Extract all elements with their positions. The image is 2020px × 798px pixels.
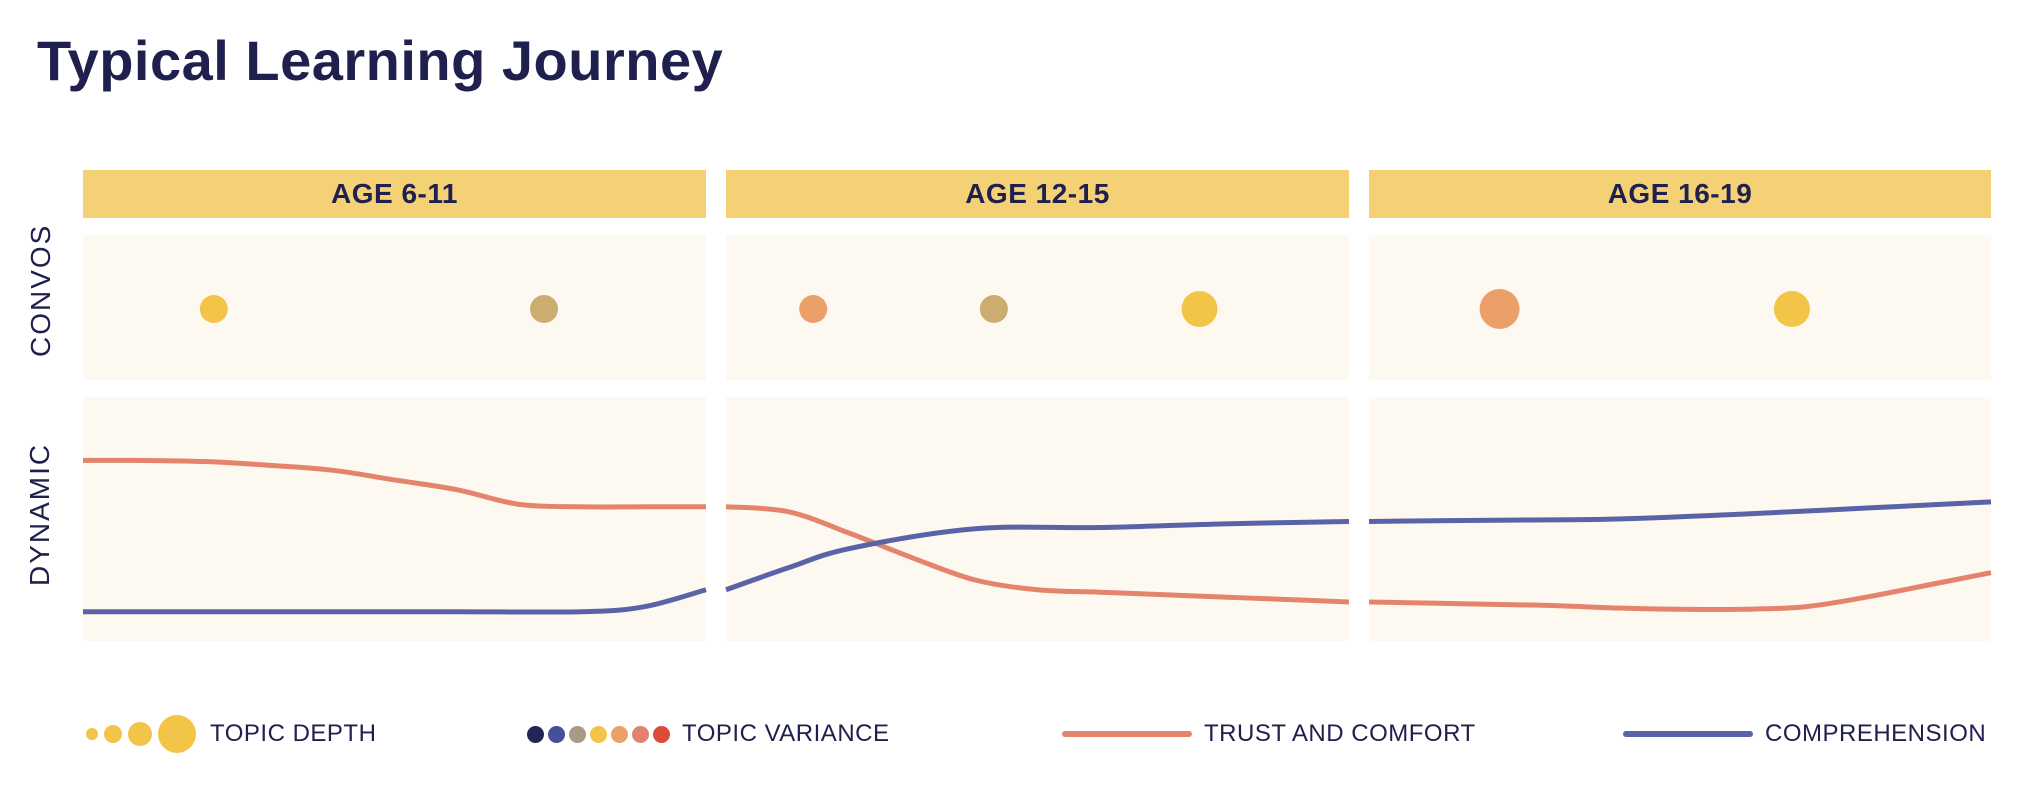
legend-trust: TRUST AND COMFORT [1062, 710, 1476, 758]
trust-line-stage-2 [725, 504, 1350, 605]
topic-variance-dot-4 [590, 725, 607, 743]
legend-topic-depth: TOPIC DEPTH [86, 710, 376, 758]
trust-line-stage-3 [1368, 570, 1992, 613]
topic-variance-dot-1 [527, 725, 544, 743]
legend-comprehension-label: COMPREHENSION [1765, 720, 1987, 747]
topic-variance-dot-7 [653, 725, 670, 743]
legend-topic-depth-label: TOPIC DEPTH [210, 720, 377, 747]
comprehension-line-icon [1623, 731, 1753, 737]
convos-panel-2 [726, 235, 1349, 380]
convo-dot-1 [199, 295, 228, 323]
comprehension-line-stage-1 [83, 587, 707, 615]
legend: TOPIC DEPTH TOPIC VARIANCE TRUST AND COM… [0, 710, 2020, 758]
convo-dot-5 [1181, 291, 1218, 327]
topic-variance-dots-icon [527, 725, 670, 743]
legend-topic-variance-label: TOPIC VARIANCE [682, 720, 890, 747]
topic-depth-dot-1 [86, 728, 98, 740]
legend-trust-label: TRUST AND COMFORT [1204, 720, 1476, 747]
topic-variance-dot-6 [632, 725, 649, 743]
topic-depth-dots-icon [86, 715, 196, 753]
stage-header-1: AGE 6-11 [83, 170, 706, 218]
convo-dot-7 [1773, 291, 1810, 327]
topic-depth-dot-3 [128, 722, 152, 746]
convo-dot-4 [979, 295, 1008, 323]
topic-depth-dot-2 [104, 725, 122, 743]
topic-variance-dot-2 [548, 725, 565, 743]
convo-dot-6 [1479, 289, 1520, 329]
comprehension-line-stage-2 [725, 518, 1350, 593]
convo-dot-2 [530, 295, 559, 323]
page-title: Typical Learning Journey [37, 29, 724, 92]
topic-variance-dot-3 [569, 725, 586, 743]
legend-topic-variance: TOPIC VARIANCE [527, 710, 889, 758]
convos-panel-3 [1369, 235, 1991, 380]
trust-line-stage-1 [82, 457, 706, 510]
trust-line-icon [1062, 731, 1192, 737]
topic-depth-dot-4 [158, 715, 196, 753]
stage-header-2: AGE 12-15 [726, 170, 1349, 218]
legend-comprehension: COMPREHENSION [1623, 710, 1986, 758]
convos-panel-1 [83, 235, 706, 380]
stage-header-3: AGE 16-19 [1369, 170, 1991, 218]
dynamic-panel-1 [83, 397, 706, 641]
comprehension-line-stage-3 [1368, 499, 1992, 524]
topic-variance-dot-5 [611, 725, 628, 743]
convo-dot-3 [799, 295, 828, 323]
